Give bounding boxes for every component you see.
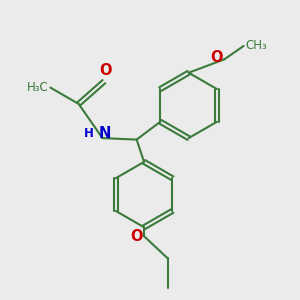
Text: H: H (84, 127, 94, 140)
Text: O: O (99, 63, 112, 78)
Text: N: N (99, 126, 111, 141)
Text: O: O (210, 50, 223, 65)
Text: CH₃: CH₃ (245, 40, 267, 52)
Text: O: O (130, 229, 142, 244)
Text: H₃C: H₃C (27, 81, 49, 94)
